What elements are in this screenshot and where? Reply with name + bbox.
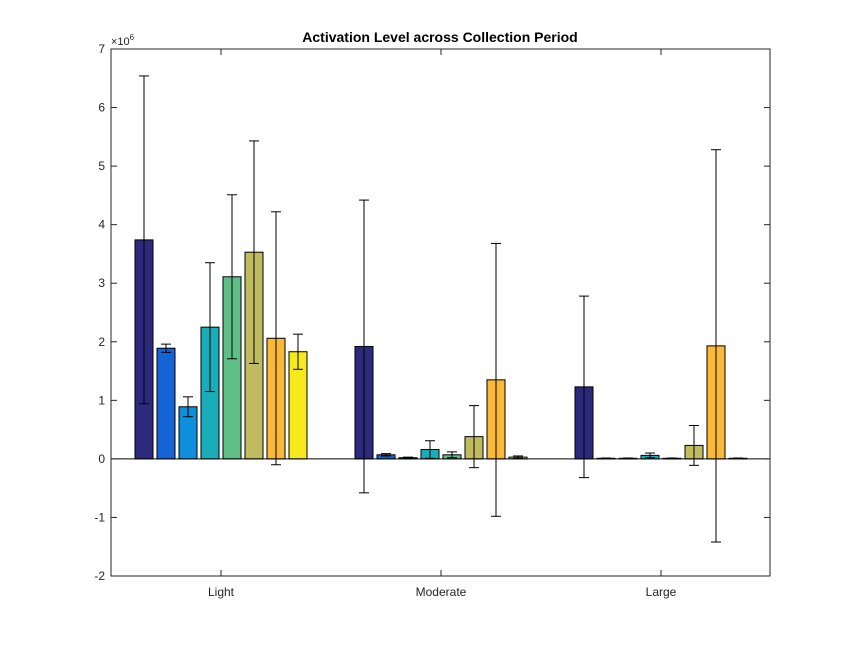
x-tick-label: Moderate: [416, 585, 467, 599]
y-tick-label: 0: [98, 452, 105, 466]
x-tick-label: Large: [646, 585, 677, 599]
y-tick-label: 3: [98, 276, 105, 290]
exponent-base: ×10: [111, 36, 130, 48]
exponent-power: 6: [130, 33, 135, 42]
x-tick-label: Light: [208, 585, 235, 599]
plot-area: [111, 49, 770, 576]
x-axis: Light Moderate Large: [208, 49, 677, 599]
y-axis: -2 -1 0 1 2 3 4 5 6 7: [94, 42, 770, 583]
y-tick-label: 7: [98, 42, 105, 56]
error-bars-layer: [139, 75, 743, 543]
y-tick-label: -1: [94, 510, 105, 524]
y-tick-label: 2: [98, 335, 105, 349]
y-tick-label: -2: [94, 569, 105, 583]
y-tick-label: 5: [98, 159, 105, 173]
y-tick-label: 4: [98, 218, 105, 232]
bar: [156, 347, 176, 460]
chart-title: Activation Level across Collection Perio…: [302, 29, 577, 45]
y-tick-label: 6: [98, 101, 105, 115]
y-axis-exponent: ×106: [111, 33, 135, 48]
y-tick-label: 1: [98, 393, 105, 407]
